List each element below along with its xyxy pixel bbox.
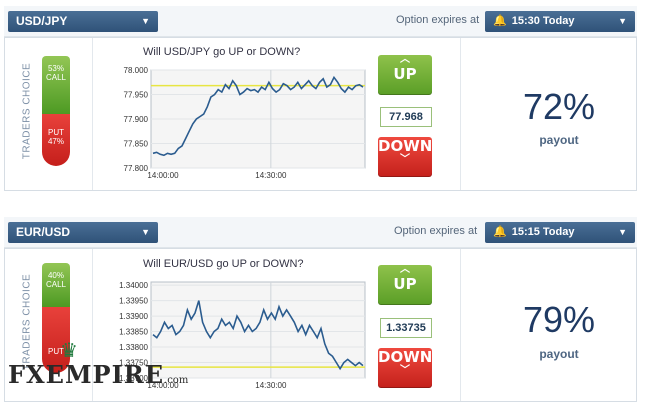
current-price: 1.33735 bbox=[380, 318, 432, 338]
chevron-down-icon: ﹀ bbox=[400, 154, 410, 165]
call-segment: 53% CALL bbox=[42, 56, 70, 114]
chevron-up-icon: ︿ bbox=[400, 54, 410, 65]
down-label: DOWN bbox=[378, 137, 433, 155]
option-widget-eurusd: EUR/USD ▼ Option expires at 🔔 15:15 Today… bbox=[4, 217, 637, 402]
y-tick-label: 1.33950 bbox=[119, 297, 148, 306]
down-label: DOWN bbox=[378, 348, 433, 366]
logo-name: FXEMPIRE bbox=[8, 360, 165, 389]
y-tick-label: 78.000 bbox=[124, 66, 149, 75]
option-widget-usdjpy: USD/JPY ▼ Option expires at 🔔 15:30 Today… bbox=[4, 6, 637, 191]
x-tick-label: 14:30:00 bbox=[255, 381, 287, 390]
down-button[interactable]: DOWN ﹀ bbox=[378, 348, 432, 388]
y-tick-label: 77.950 bbox=[124, 91, 149, 100]
crown-icon: ♛ bbox=[60, 338, 78, 362]
x-tick-label: 14:30:00 bbox=[255, 171, 287, 180]
logo-suffix: .com bbox=[164, 375, 189, 386]
call-label: CALL bbox=[45, 73, 66, 82]
y-tick-label: 1.33850 bbox=[119, 328, 148, 337]
payout-percent: 79% bbox=[522, 299, 596, 340]
plot-area bbox=[150, 281, 366, 379]
fxempire-logo: ♛ FXEMPIRE.com bbox=[8, 338, 189, 389]
put-percent: 47% bbox=[47, 137, 64, 146]
bell-icon: 🔔 bbox=[493, 15, 507, 27]
y-tick-label: 77.800 bbox=[124, 164, 149, 173]
price-chart: 1.34000 1.33950 1.33900 1.33850 1.33800 1.337… bbox=[119, 281, 366, 390]
pair-dropdown[interactable]: USD/JPY ▼ bbox=[8, 11, 158, 32]
up-label: UP bbox=[393, 65, 417, 83]
up-button[interactable]: ︿ UP bbox=[378, 55, 432, 95]
pair-label: EUR/USD bbox=[16, 225, 71, 239]
traders-choice-bar: 40% CALL PUT bbox=[42, 263, 70, 373]
x-tick-label: 14:00:00 bbox=[147, 171, 179, 180]
y-tick-label: 1.34000 bbox=[119, 281, 148, 290]
current-price: 77.968 bbox=[380, 107, 432, 127]
divider bbox=[460, 38, 461, 190]
y-tick-label: 77.900 bbox=[124, 115, 149, 124]
call-percent: 40% bbox=[47, 271, 64, 280]
x-tick-label: 14:00:00 bbox=[147, 381, 179, 390]
expiry-label: 15:30 Today bbox=[511, 15, 575, 27]
payout-percent: 72% bbox=[522, 86, 596, 127]
put-segment: PUT bbox=[42, 307, 70, 373]
y-tick-label: 1.33800 bbox=[119, 343, 148, 352]
expires-label: Option expires at bbox=[394, 225, 478, 237]
up-button[interactable]: ︿ UP bbox=[378, 265, 432, 305]
divider bbox=[460, 249, 461, 401]
price-line bbox=[152, 300, 364, 371]
y-tick-label: 1.33900 bbox=[119, 312, 148, 321]
expiry-label: 15:15 Today bbox=[511, 226, 575, 238]
chevron-down-icon: ▼ bbox=[141, 16, 150, 26]
bell-icon: 🔔 bbox=[493, 226, 507, 238]
widget-header: EUR/USD ▼ Option expires at 🔔 15:15 Today… bbox=[4, 217, 637, 248]
chevron-down-icon: ▼ bbox=[618, 16, 627, 26]
chart-question: Will USD/JPY go UP or DOWN? bbox=[143, 46, 301, 58]
call-label: CALL bbox=[45, 280, 66, 289]
call-segment: 40% CALL bbox=[42, 263, 70, 307]
chevron-up-icon: ︿ bbox=[400, 264, 410, 275]
traders-choice-bar: 53% CALL PUT 47% bbox=[42, 56, 70, 166]
divider bbox=[92, 249, 93, 401]
y-tick-label: 77.850 bbox=[124, 140, 149, 149]
widget-body: TRADERS CHOICE 40% CALL PUT Will EUR/USD… bbox=[4, 248, 637, 402]
put-label: PUT bbox=[48, 128, 64, 137]
chevron-down-icon: ▼ bbox=[141, 227, 150, 237]
pair-label: USD/JPY bbox=[16, 14, 68, 28]
divider bbox=[92, 38, 93, 190]
expiry-dropdown[interactable]: 🔔 15:15 Today ▼ bbox=[485, 222, 635, 243]
y-tick-label: 1.33700 bbox=[119, 374, 148, 383]
up-label: UP bbox=[393, 275, 417, 293]
expiry-dropdown[interactable]: 🔔 15:30 Today ▼ bbox=[485, 11, 635, 32]
chevron-down-icon: ▼ bbox=[618, 227, 627, 237]
traders-choice-label: TRADERS CHOICE bbox=[21, 62, 33, 160]
payout-label: payout bbox=[539, 347, 579, 361]
put-label: PUT bbox=[48, 347, 64, 356]
down-button[interactable]: DOWN ﹀ bbox=[378, 137, 432, 177]
chart-question: Will EUR/USD go UP or DOWN? bbox=[143, 258, 304, 270]
payout-label: payout bbox=[539, 133, 579, 147]
price-line bbox=[152, 75, 364, 157]
expires-label: Option expires at bbox=[396, 14, 480, 26]
chevron-down-icon: ﹀ bbox=[400, 365, 410, 376]
pair-dropdown[interactable]: EUR/USD ▼ bbox=[8, 222, 158, 243]
widget-header: USD/JPY ▼ Option expires at 🔔 15:30 Today… bbox=[4, 6, 637, 37]
call-percent: 53% bbox=[47, 64, 64, 73]
y-tick-label: 1.33750 bbox=[119, 359, 148, 368]
widget-body: TRADERS CHOICE 53% CALL PUT 47% Will USD… bbox=[4, 37, 637, 191]
put-segment: PUT 47% bbox=[42, 114, 70, 166]
